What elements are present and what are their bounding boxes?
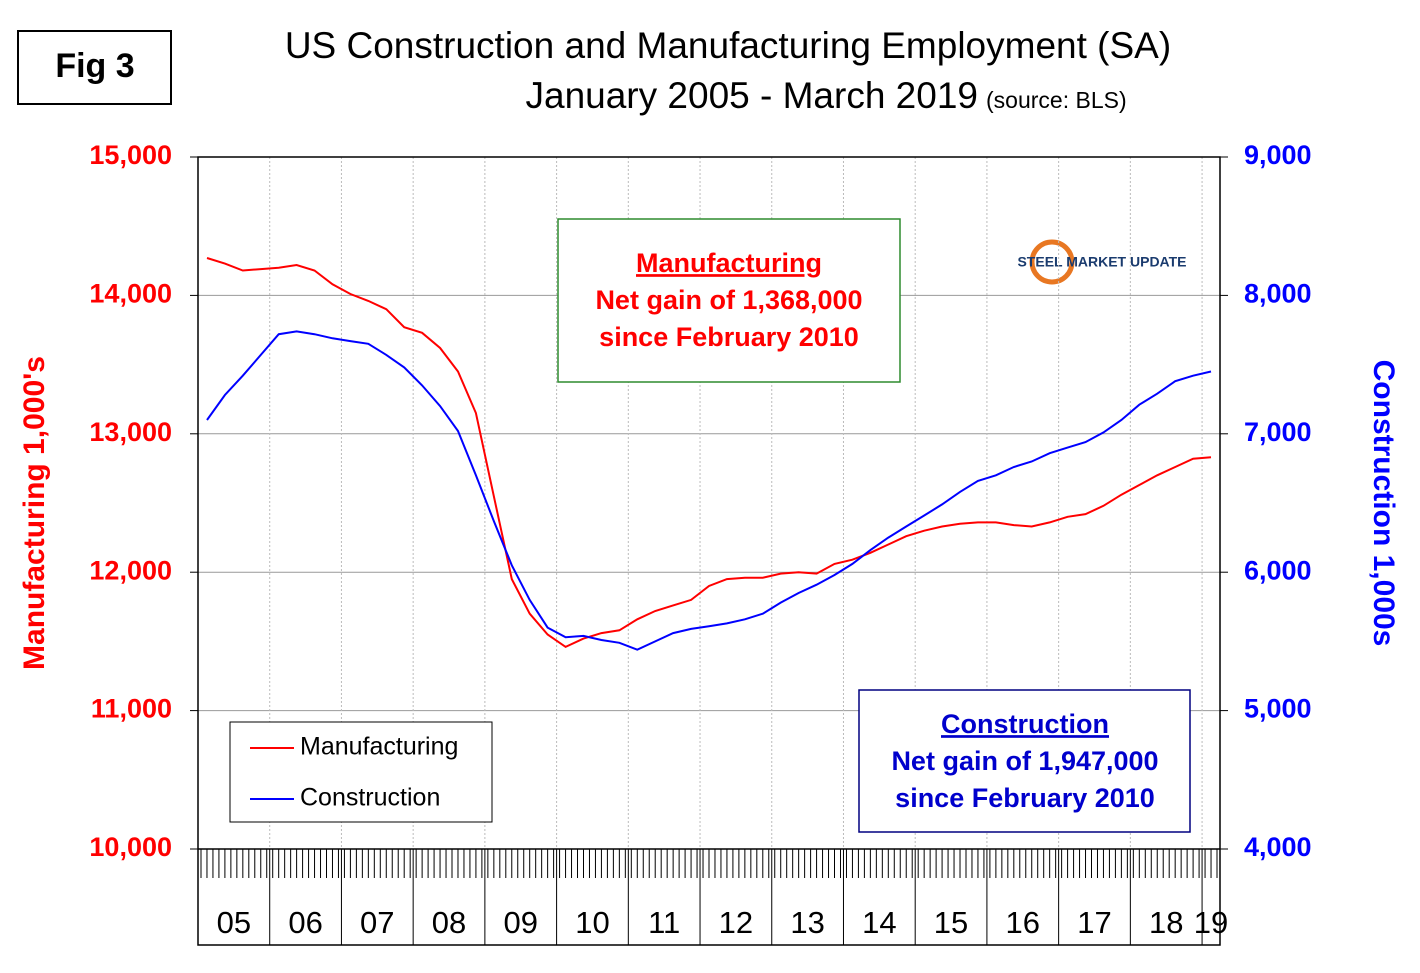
x-tick-label: 17: [1077, 905, 1111, 940]
y-tick-label: 14,000: [89, 279, 172, 309]
x-tick-label: 06: [288, 905, 322, 940]
x-tick-label: 08: [432, 905, 466, 940]
x-tick-label: 10: [575, 905, 609, 940]
x-tick-label: 16: [1006, 905, 1040, 940]
y-tick-label: 12,000: [89, 555, 172, 585]
fig-label: Fig 3: [55, 47, 134, 85]
y2-tick-label: 5,000: [1244, 694, 1312, 724]
x-tick-label: 18: [1149, 905, 1183, 940]
x-tick-label: 19: [1194, 905, 1228, 940]
logo-ring: [1029, 239, 1075, 285]
x-tick-label: 07: [360, 905, 394, 940]
y2-tick-label: 8,000: [1244, 279, 1312, 309]
y-axis-title: Manufacturing 1,000's: [18, 356, 51, 670]
y-tick-label: 15,000: [89, 140, 172, 170]
legend-label: Construction: [300, 784, 440, 812]
series-line: [206, 257, 1212, 649]
annotation-box: [557, 218, 901, 383]
annotation-line: Net gain of 1,947,000: [891, 746, 1158, 776]
x-tick-label: 11: [648, 905, 680, 940]
x-tick-label: 12: [719, 905, 753, 940]
annotation-line: since February 2010: [599, 322, 859, 352]
x-tick-label: 09: [503, 905, 537, 940]
y-tick-label: 10,000: [89, 832, 172, 862]
annotation-box: [858, 689, 1191, 833]
chart-title: US Construction and Manufacturing Employ…: [285, 25, 1171, 66]
annotation-title: Construction: [941, 709, 1109, 739]
y2-tick-label: 7,000: [1244, 417, 1312, 447]
legend-label: Manufacturing: [300, 733, 458, 761]
y2-tick-label: 4,000: [1244, 832, 1312, 862]
y2-tick-label: 6,000: [1244, 555, 1312, 585]
y2-tick-label: 9,000: [1244, 140, 1312, 170]
x-tick-label: 14: [862, 905, 896, 940]
logo: STEEL MARKET UPDATE: [1017, 239, 1187, 285]
y-tick-label: 11,000: [91, 694, 172, 724]
series-line: [206, 330, 1212, 651]
fig-box: [17, 30, 172, 105]
x-tick-label: 05: [217, 905, 251, 940]
logo-text: STEEL MARKET UPDATE: [1017, 254, 1186, 270]
plot-frame: [197, 156, 1221, 946]
chart-subtitle: January 2005 - March 2019: [526, 75, 979, 116]
chart-source: (source: BLS): [986, 87, 1127, 113]
annotation-line: since February 2010: [895, 783, 1155, 813]
annotation-title: Manufacturing: [636, 248, 822, 278]
y-tick-label: 13,000: [89, 417, 172, 447]
x-tick-label: 15: [934, 905, 968, 940]
y2-axis-title: Construction 1,000s: [1367, 360, 1400, 647]
legend-box: [229, 721, 493, 823]
annotation-line: Net gain of 1,368,000: [595, 285, 862, 315]
x-tick-label: 13: [790, 905, 824, 940]
